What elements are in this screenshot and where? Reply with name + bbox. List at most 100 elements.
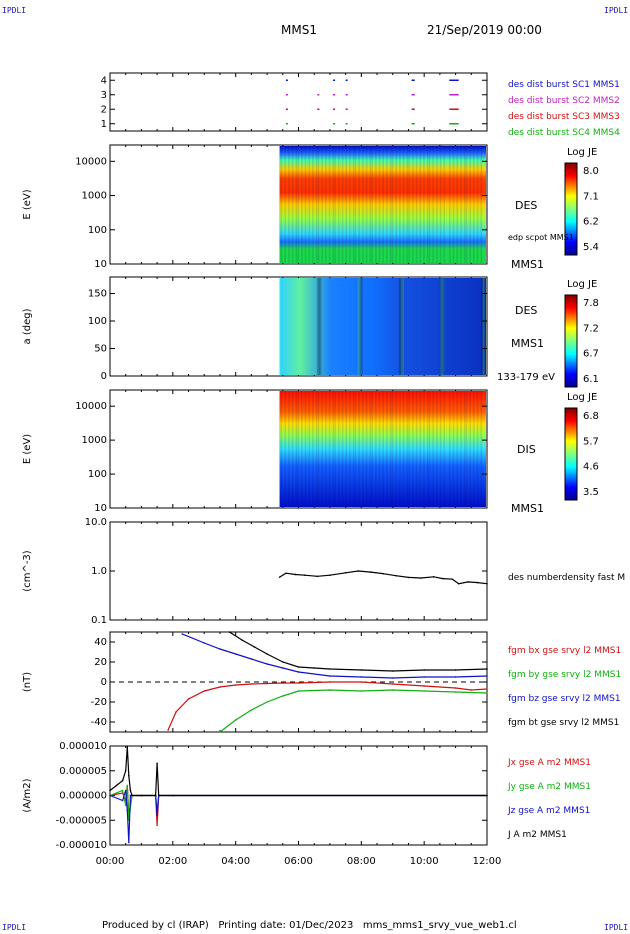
density-series <box>279 570 488 585</box>
des-energy-tick-label: 100 <box>88 225 107 236</box>
current-density-point <box>124 769 127 772</box>
density-tick-label: 1.0 <box>91 566 107 577</box>
bottom-right-mark: IPDLI <box>604 923 629 932</box>
density-frame <box>109 521 488 621</box>
current-density-tick-label: 0.000000 <box>59 791 107 802</box>
des-energy-colorbar-tick: 8.0 <box>583 166 599 177</box>
magnetic-field-legend: fgm bz gse srvy l2 MMS1 <box>508 694 621 704</box>
magnetic-field-point <box>454 669 457 671</box>
magnetic-field-point <box>423 669 425 671</box>
magnetic-field-point <box>391 683 394 685</box>
magnetic-field-tick-label: 40 <box>94 637 107 648</box>
density-point <box>316 575 319 578</box>
current-density-point <box>126 784 129 787</box>
magnetic-field-point <box>423 690 425 692</box>
magnetic-field-point <box>486 675 488 677</box>
density-point <box>303 574 306 577</box>
magnetic-field-point <box>329 675 331 677</box>
density-point <box>407 576 410 579</box>
magnetic-field-point <box>486 688 488 690</box>
des-pitch-colorbar-bar <box>564 294 578 388</box>
density-point <box>285 572 287 575</box>
magnetic-field-point <box>486 668 488 670</box>
magnetic-field-point <box>203 642 206 644</box>
des-pitch-ylabel: a (deg) <box>22 308 33 344</box>
burst-legend: des dist burst SC4 MMS4 <box>508 128 620 138</box>
magnetic-field-legend: fgm by gse srvy l2 MMS1 <box>508 670 621 680</box>
des-energy-colorbar-label: Log JE <box>567 147 597 158</box>
magnetic-field-point <box>266 653 268 655</box>
des-energy-overlay: edp scpot MMS1 <box>508 233 574 242</box>
magnetic-field-point <box>234 653 237 655</box>
dis-energy-instrument: DIS <box>517 443 536 456</box>
magnetic-field-point <box>250 709 253 711</box>
magnetic-field-point <box>454 687 457 689</box>
current-density-tick-label: -0.000005 <box>56 815 107 826</box>
current-density-point <box>126 746 129 748</box>
des-energy-colorbar-tick: 5.4 <box>583 242 599 253</box>
current-density-point <box>486 794 488 797</box>
magnetic-field-point <box>329 689 331 691</box>
density-point <box>329 574 331 577</box>
density-point <box>382 572 385 575</box>
density-point <box>344 571 347 574</box>
density-point <box>442 577 444 580</box>
magnetic-field-point <box>470 689 473 691</box>
burst-tick-label: 3 <box>101 90 107 101</box>
burst-legend: des dist burst SC3 MMS3 <box>508 112 620 122</box>
current-density-point <box>157 794 160 797</box>
current-density-point <box>129 789 132 792</box>
magnetic-field-point <box>313 667 316 669</box>
current-density-point <box>172 794 174 797</box>
magnetic-field-point <box>281 667 284 669</box>
des-energy-instrument: DES <box>515 199 537 212</box>
dis-energy-colorbar-bar <box>564 407 578 501</box>
magnetic-field-tick-label: -20 <box>91 697 107 708</box>
top-right-mark: IPDLI <box>604 6 629 15</box>
current-density-legend: Jy gse A m2 MMS1 <box>507 782 591 792</box>
density-point <box>369 571 372 573</box>
burst-tick-label: 2 <box>101 104 107 115</box>
magnetic-field-point <box>234 684 237 686</box>
magnetic-field-point <box>360 676 363 678</box>
dis-energy-tick-label: 100 <box>88 469 107 480</box>
dis-energy-colorbar-label: Log JE <box>567 392 597 403</box>
current-density-point <box>129 794 132 797</box>
des-energy-colorbar-bar <box>564 162 578 256</box>
des-energy-tick-label: 10 <box>94 259 107 270</box>
des-pitch-colorbar-tick: 7.8 <box>583 298 599 309</box>
density-ylabel: (cm^-3) <box>22 550 33 591</box>
des-pitch-tick-label: 100 <box>88 316 107 327</box>
magnetic-field-series <box>167 681 488 731</box>
time-tick-label: 00:00 <box>96 856 125 867</box>
current-density-point <box>124 804 127 807</box>
density-point <box>278 576 281 578</box>
magnetic-field-point <box>297 690 300 692</box>
dis-energy-tick-label: 10000 <box>75 401 107 412</box>
burst-panel-frame <box>109 72 488 132</box>
magnetic-field-point <box>391 677 394 679</box>
magnetic-field-point <box>266 682 268 685</box>
current-density-point <box>126 809 129 812</box>
burst-tick-label: 4 <box>101 75 107 86</box>
magnetic-field-tick-label: -40 <box>91 717 107 728</box>
magnetic-field-point <box>281 682 284 684</box>
magnetic-field-series <box>182 633 488 679</box>
density-tick-label: 0.1 <box>91 615 107 626</box>
current-density-legend: J A m2 MMS1 <box>507 830 567 840</box>
density-point <box>476 581 479 584</box>
des-energy-colorbar-tick: 7.1 <box>583 191 599 202</box>
dis-energy-colorbar-tick: 5.7 <box>583 436 599 447</box>
magnetic-field-point <box>297 666 300 668</box>
des-pitch-tick-label: 150 <box>88 289 107 300</box>
dis-energy-ylabel: E (eV) <box>22 434 33 464</box>
magnetic-field-point <box>360 669 363 671</box>
magnetic-field-legend: fgm bx gse srvy l2 MMS1 <box>508 646 621 656</box>
time-tick-label: 10:00 <box>410 856 439 867</box>
time-tick-label: 12:00 <box>473 856 502 867</box>
burst-tick-label: 1 <box>101 119 107 130</box>
spacecraft-title: MMS1 <box>281 23 317 37</box>
density-point <box>357 570 359 572</box>
des-pitch-spacecraft: MMS1 <box>511 337 544 350</box>
time-tick-label: 06:00 <box>284 856 313 867</box>
